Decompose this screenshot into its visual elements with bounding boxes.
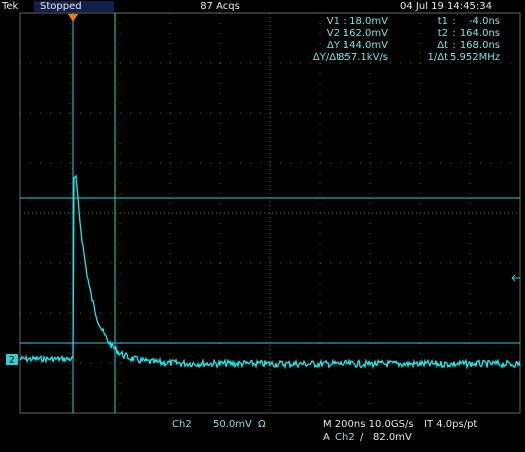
readout-text: 1/Δt	[428, 52, 449, 63]
vertical-scale: 50.0mV	[213, 419, 252, 430]
readout-text: -4.0ns	[469, 16, 500, 27]
readout-text: :	[452, 40, 455, 51]
readout-text: 144.0mV	[343, 40, 388, 51]
trigger-level: 82.0mV	[373, 432, 412, 443]
status-bar	[34, 1, 114, 12]
readout-text: :	[343, 52, 346, 63]
readout-text: ΔY	[327, 40, 341, 51]
readout-text: 168.0ns	[460, 40, 500, 51]
readout-text: 162.0mV	[343, 28, 388, 39]
readout-text: :	[452, 28, 455, 39]
readout-text: Δt	[437, 40, 448, 51]
graticule	[19, 12, 521, 414]
readout-text: :	[343, 40, 346, 51]
readout-text: 5.952MHz	[450, 52, 500, 63]
readout-text: ΔY/Δt	[313, 52, 340, 63]
acquisitions: 87 Acqs	[200, 1, 240, 12]
readout-text: 857.1kV/s	[338, 52, 388, 63]
readout-text: 18.0mV	[349, 16, 388, 27]
trigger-source: A	[323, 432, 330, 443]
ground-marker-box	[6, 354, 18, 365]
channel: Ch2	[172, 419, 192, 430]
readout-text: t2	[438, 28, 448, 39]
status: Stopped	[40, 1, 82, 12]
trigger-slope: ∕	[360, 432, 364, 443]
readout-text: :	[452, 16, 455, 27]
readout-text: :	[343, 16, 346, 27]
trigger-level-marker	[511, 274, 520, 282]
trigger-position-marker	[68, 14, 78, 22]
brand: Tek	[1, 1, 19, 12]
trigger-channel: Ch2	[335, 432, 355, 443]
ground-marker: 2	[9, 356, 15, 366]
readout-text: V2	[327, 28, 340, 39]
readout-text: :	[343, 28, 346, 39]
timebase: M 200ns 10.0GS/s	[323, 419, 414, 430]
coupling: Ω	[258, 419, 266, 430]
waveform	[19, 174, 521, 370]
readout-text: V1	[327, 16, 340, 27]
interpolation: IT 4.0ps/pt	[424, 419, 477, 430]
timestamp: 04 Jul 19 14:45:34	[400, 1, 492, 12]
readout-text: :	[452, 52, 455, 63]
readout-text: 164.0ns	[460, 28, 500, 39]
readout-text: t1	[438, 16, 448, 27]
